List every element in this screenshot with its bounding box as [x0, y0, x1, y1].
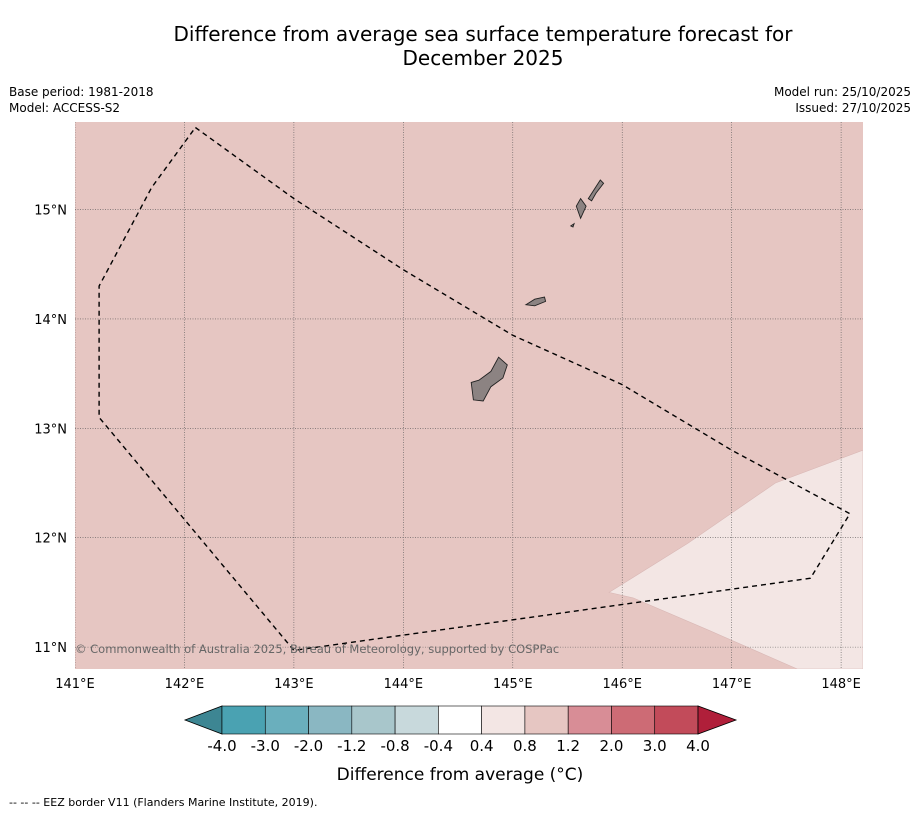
colorbar-segment — [611, 705, 656, 735]
colorbar-segment — [567, 705, 612, 735]
colorbar-segment — [481, 705, 526, 735]
colorbar-tick-label: 3.0 — [643, 737, 667, 755]
eez-border — [98, 126, 851, 652]
meta-right: Model run: 25/10/2025 Issued: 27/10/2025 — [774, 84, 911, 116]
island-rota — [524, 296, 547, 307]
model-name: Model: ACCESS-S2 — [9, 101, 121, 115]
island-aguijan — [569, 222, 575, 228]
lon-tick-label: 142°E — [165, 677, 205, 692]
colorbar: -4.0 -3.0 -2.0 -1.2 -0.8 -0.4 0.4 0.8 1.2 2.0 3.0 4… — [183, 705, 738, 755]
colorbar-segment — [394, 705, 439, 735]
colorbar-tick-label: 0.8 — [513, 737, 537, 755]
lat-tick-label: 11°N — [34, 641, 67, 656]
colorbar-segment — [308, 705, 353, 735]
copyright-notice: © Commonwealth of Australia 2025, Bureau… — [75, 642, 559, 656]
island-tinian — [575, 197, 587, 220]
colorbar-low-extend — [183, 705, 223, 735]
lon-tick-label: 141°E — [55, 677, 95, 692]
lat-tick-label: 14°N — [34, 313, 67, 328]
colorbar-tick-label: 2.0 — [600, 737, 624, 755]
lat-tick-label: 13°N — [34, 422, 67, 437]
title-line-2: December 2025 — [402, 46, 564, 70]
lat-tick-label: 12°N — [34, 532, 67, 547]
colorbar-tick-label: -0.8 — [380, 737, 409, 755]
anomaly-region-0-4-to-0-8 — [608, 449, 863, 669]
lon-tick-label: 144°E — [384, 677, 424, 692]
colorbar-tick-label: -2.0 — [294, 737, 323, 755]
colorbar-segment — [438, 705, 482, 735]
map-figure: 141°E 142°E 143°E 144°E 145°E 146°E 147°E 148°E… — [34, 122, 863, 785]
meta-left: Base period: 1981-2018 Model: ACCESS-S2 — [9, 84, 154, 116]
lon-tick-label: 148°E — [821, 677, 861, 692]
colorbar-tick-label: -4.0 — [207, 737, 236, 755]
colorbar-tick-label: -3.0 — [251, 737, 280, 755]
colorbar-tick-label: 0.4 — [470, 737, 494, 755]
colorbar-segment — [351, 705, 396, 735]
island-saipan — [587, 179, 605, 202]
lon-tick-label: 143°E — [274, 677, 314, 692]
colorbar-tick-label: -1.2 — [337, 737, 366, 755]
colorbar-segment — [524, 705, 569, 735]
colorbar-high-extend — [697, 705, 738, 735]
map-axes: 141°E 142°E 143°E 144°E 145°E 146°E 147°E 148°E… — [34, 204, 861, 692]
map-area — [75, 122, 863, 669]
title-line-1: Difference from average sea surface temp… — [173, 22, 793, 46]
lon-tick-label: 147°E — [712, 677, 752, 692]
island-guam — [470, 356, 508, 402]
lat-tick-label: 15°N — [34, 204, 67, 219]
chart-title: Difference from average sea surface temp… — [0, 22, 919, 70]
lon-tick-label: 145°E — [493, 677, 533, 692]
colorbar-segment — [264, 705, 309, 735]
colorbar-tick-label: -0.4 — [424, 737, 453, 755]
colorbar-tick-label: 4.0 — [686, 737, 710, 755]
eez-footnote: -- -- -- EEZ border V11 (Flanders Marine… — [9, 796, 318, 809]
colorbar-segment — [221, 705, 266, 735]
model-run: Model run: 25/10/2025 — [773, 85, 911, 99]
base-period: Base period: 1981-2018 — [9, 85, 154, 99]
colorbar-label: Difference from average (°C) — [337, 765, 584, 785]
colorbar-segment — [654, 705, 699, 735]
colorbar-tick-label: 1.2 — [556, 737, 580, 755]
lon-tick-label: 146°E — [602, 677, 642, 692]
issued-date: Issued: 27/10/2025 — [795, 101, 911, 115]
